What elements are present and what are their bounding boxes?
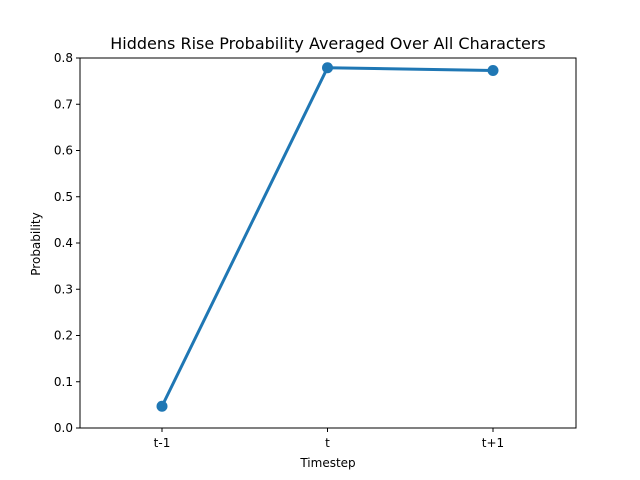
plot-frame bbox=[79, 57, 577, 429]
data-point bbox=[322, 62, 333, 74]
data-point bbox=[156, 400, 168, 412]
y-tick-label: 0.3 bbox=[54, 282, 73, 296]
y-tick-label: 0.0 bbox=[54, 421, 73, 435]
y-tick-label: 0.8 bbox=[54, 51, 73, 65]
y-tick-label: 0.4 bbox=[54, 236, 73, 250]
x-tick-label: t+1 bbox=[482, 436, 504, 450]
data-point bbox=[487, 64, 499, 76]
y-tick-label: 0.2 bbox=[54, 329, 73, 343]
y-axis-label: Probability bbox=[29, 212, 43, 275]
x-axis-label: Timestep bbox=[299, 456, 355, 470]
y-tick-label: 0.6 bbox=[54, 144, 73, 158]
x-tick-label: t-1 bbox=[154, 436, 171, 450]
x-axis: t-1 t t+1 bbox=[154, 428, 504, 450]
x-tick-label: t bbox=[325, 436, 330, 450]
series-layer bbox=[156, 62, 499, 412]
y-tick-label: 0.1 bbox=[54, 375, 73, 389]
chart-title: Hiddens Rise Probability Averaged Over A… bbox=[110, 34, 545, 53]
y-tick-label: 0.7 bbox=[54, 97, 73, 111]
y-axis: 0.0 0.1 0.2 0.3 0.4 0.5 0.6 0.7 0.8 bbox=[54, 51, 80, 435]
y-tick-label: 0.5 bbox=[54, 190, 73, 204]
series-line bbox=[160, 66, 495, 408]
